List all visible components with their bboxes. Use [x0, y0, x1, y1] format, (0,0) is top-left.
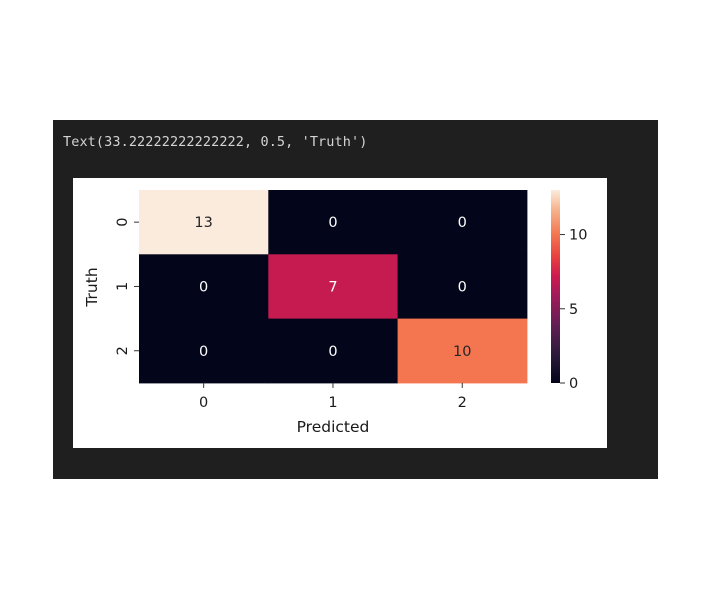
colorbar-tick-label-1: 5 [569, 302, 578, 318]
heatmap-cell-r2-c0 [139, 318, 269, 384]
cell-annotation-r1-c1: 7 [328, 279, 337, 295]
heatmap-cell-r2-c2 [397, 318, 528, 384]
confusion-matrix-heatmap: 13 0 0 0 7 0 0 0 10 0 1 2 0 1 2 Predicted Truth 0 5 10 [83, 190, 587, 436]
cell-annotation-r2-c2: 10 [453, 344, 471, 360]
y-axis-label: Truth [83, 267, 101, 307]
heatmap-cell-r0-c0 [139, 190, 269, 255]
cell-annotation-r0-c1: 0 [328, 215, 337, 231]
colorbar-tick-label-0: 0 [569, 376, 578, 392]
notebook-output-cell: Text(33.22222222222222, 0.5, 'Truth') 13… [53, 120, 658, 479]
x-tick-label-1: 1 [328, 395, 337, 411]
colorbar [551, 190, 560, 383]
cell-annotation-r1-c2: 0 [458, 279, 467, 295]
y-tick-label-2: 2 [115, 346, 131, 355]
output-text: Text(33.22222222222222, 0.5, 'Truth') [63, 134, 368, 150]
heatmap-cell-r1-c2 [397, 254, 528, 320]
y-tick-label-1: 1 [115, 282, 131, 291]
heatmap-cell-r0-c2 [397, 190, 528, 255]
heatmap-cell-r2-c1 [268, 318, 399, 384]
cell-annotation-r0-c0: 13 [194, 215, 212, 231]
heatmap-cell-r0-c1 [268, 190, 399, 255]
heatmap-cell-r1-c0 [139, 254, 269, 320]
heatmap-figure: 13 0 0 0 7 0 0 0 10 0 1 2 0 1 2 Predicted Truth 0 5 10 [73, 178, 607, 448]
cell-annotation-r2-c0: 0 [199, 344, 208, 360]
heatmap-cell-r1-c1 [268, 254, 399, 320]
x-tick-label-2: 2 [458, 395, 467, 411]
y-tick-label-0: 0 [115, 218, 131, 227]
colorbar-tick-label-2: 10 [569, 228, 587, 244]
x-tick-label-0: 0 [199, 395, 208, 411]
cell-annotation-r0-c2: 0 [458, 215, 467, 231]
x-axis-label: Predicted [297, 418, 370, 436]
cell-annotation-r1-c0: 0 [199, 279, 208, 295]
cell-annotation-r2-c1: 0 [328, 344, 337, 360]
